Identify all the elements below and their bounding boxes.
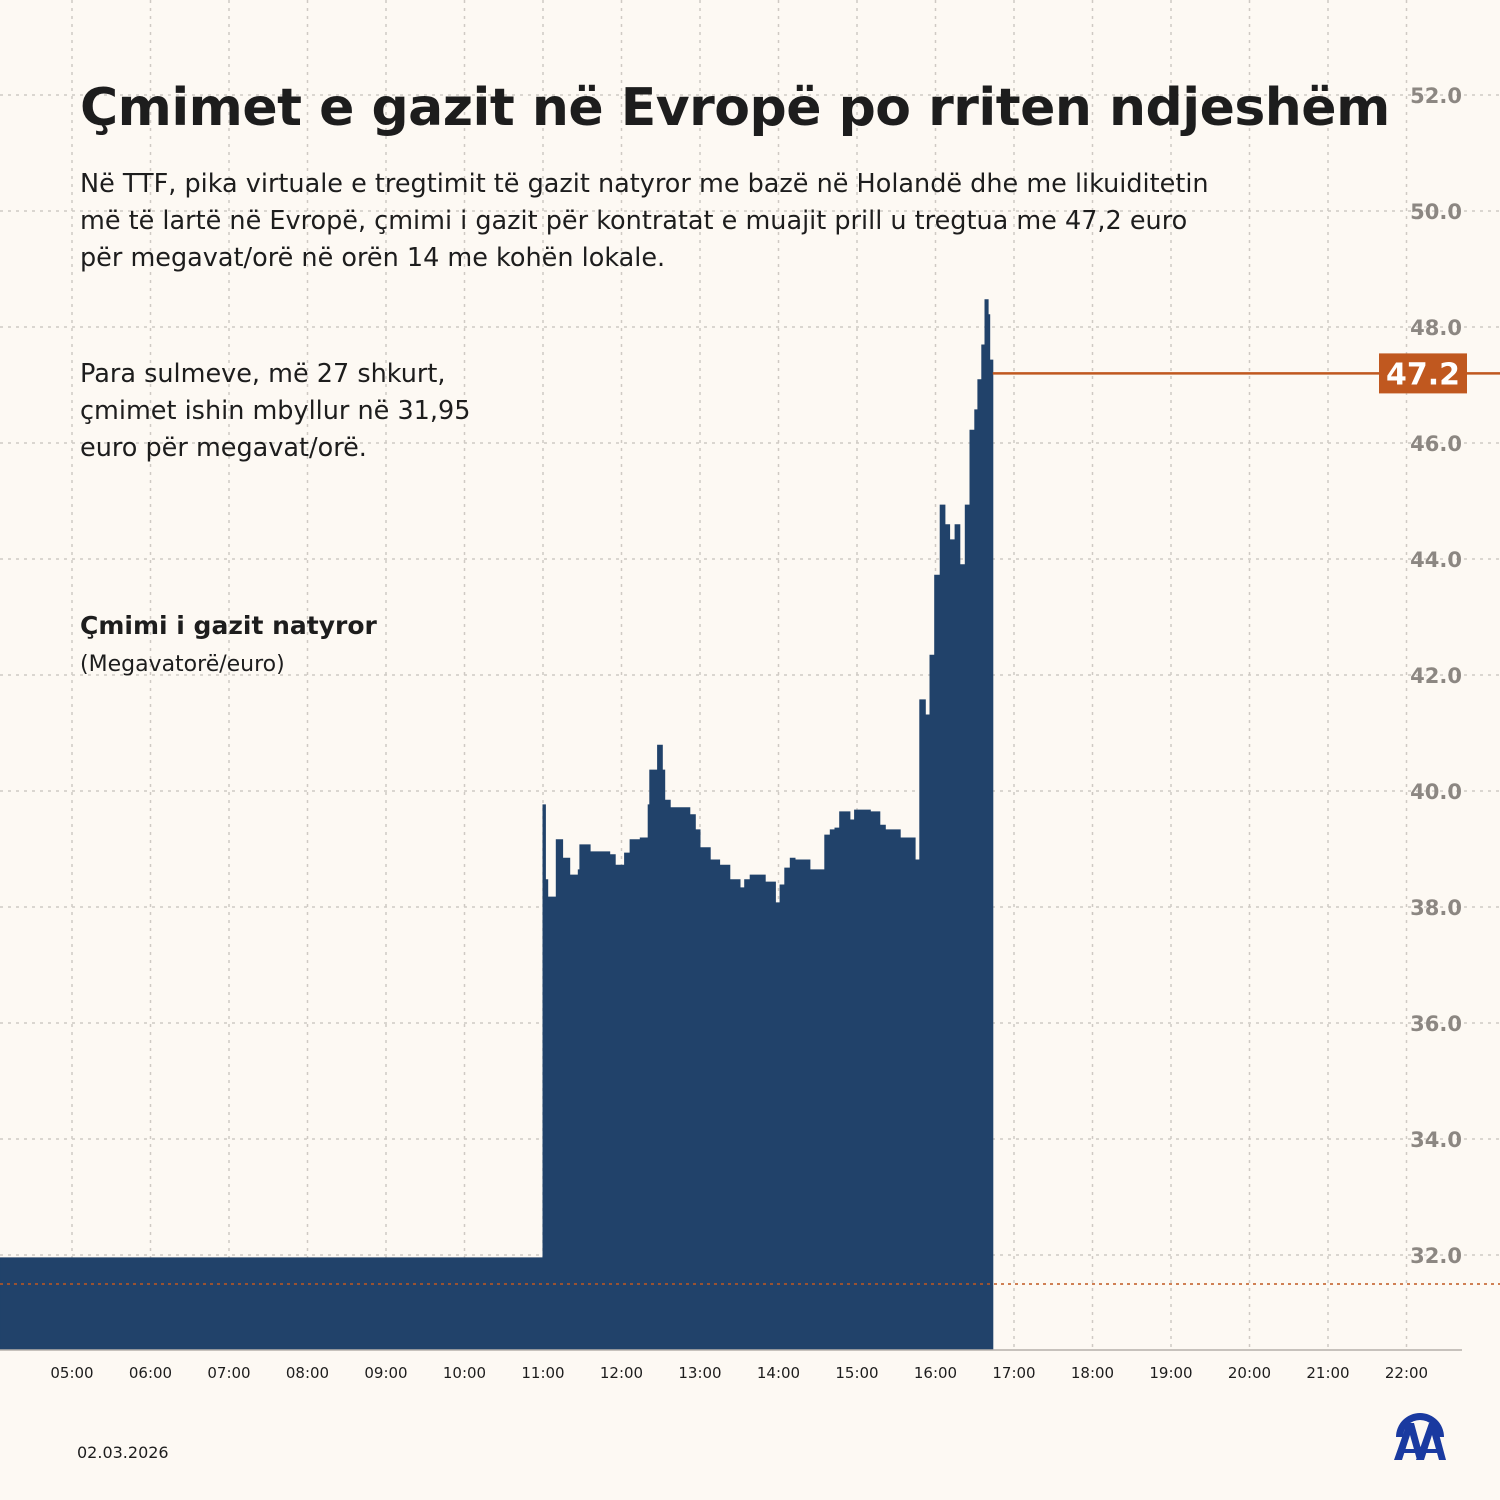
y-tick-label: 34.0 [1410, 1128, 1462, 1152]
x-tick-label: 08:00 [286, 1364, 329, 1382]
x-tick-label: 15:00 [835, 1364, 878, 1382]
grid-lines [0, 0, 1500, 1350]
x-tick-label: 14:00 [757, 1364, 800, 1382]
x-tick-label: 16:00 [914, 1364, 957, 1382]
y-tick-label: 36.0 [1410, 1012, 1462, 1036]
y-tick-label: 46.0 [1410, 432, 1462, 456]
last-value-label: 47.2 [1386, 357, 1460, 392]
y-tick-label: 40.0 [1410, 780, 1462, 804]
series-label: Çmimi i gazit natyror [80, 611, 377, 640]
y-tick-label: 42.0 [1410, 664, 1462, 688]
series-unit: (Megavatorë/euro) [80, 652, 285, 677]
x-tick-label: 06:00 [129, 1364, 172, 1382]
y-tick-label: 52.0 [1410, 84, 1462, 108]
last-value-badge: 47.2 [1379, 353, 1467, 394]
x-tick-label: 18:00 [1071, 1364, 1114, 1382]
y-tick-label: 32.0 [1410, 1244, 1462, 1268]
prewar-note: Para sulmeve, më 27 shkurt, çmimet ishin… [80, 359, 471, 463]
date-label: 02.03.2026 [77, 1443, 169, 1462]
x-tick-label: 05:00 [50, 1364, 93, 1382]
x-tick-label: 10:00 [443, 1364, 486, 1382]
x-tick-label: 09:00 [364, 1364, 407, 1382]
x-tick-label: 17:00 [992, 1364, 1035, 1382]
y-axis: 52.0 50.0 48.0 46.0 44.0 42.0 40.0 38.0 36.0 34.0… [1410, 84, 1462, 1268]
y-tick-label: 48.0 [1410, 316, 1462, 340]
description-paragraph: Në TTF, pika virtuale e tregtimit të gaz… [80, 169, 1209, 273]
x-axis: 05:00 06:00 07:00 08:00 09:00 10:00 11:00 12:00… [50, 1364, 1428, 1382]
y-tick-label: 44.0 [1410, 548, 1462, 572]
y-tick-label: 38.0 [1410, 896, 1462, 920]
aa-logo-icon [1394, 1413, 1446, 1460]
x-tick-label: 11:00 [521, 1364, 564, 1382]
x-tick-label: 12:00 [600, 1364, 643, 1382]
page-title: Çmimet e gazit në Evropë po rriten ndjes… [80, 78, 1390, 138]
price-area [0, 299, 994, 1351]
y-tick-label: 50.0 [1410, 200, 1462, 224]
x-tick-label: 13:00 [678, 1364, 721, 1382]
x-tick-label: 19:00 [1149, 1364, 1192, 1382]
x-tick-label: 07:00 [207, 1364, 250, 1382]
x-tick-label: 20:00 [1228, 1364, 1271, 1382]
last-value-badge-bg [1379, 353, 1467, 394]
x-tick-label: 22:00 [1385, 1364, 1428, 1382]
x-tick-label: 21:00 [1306, 1364, 1349, 1382]
